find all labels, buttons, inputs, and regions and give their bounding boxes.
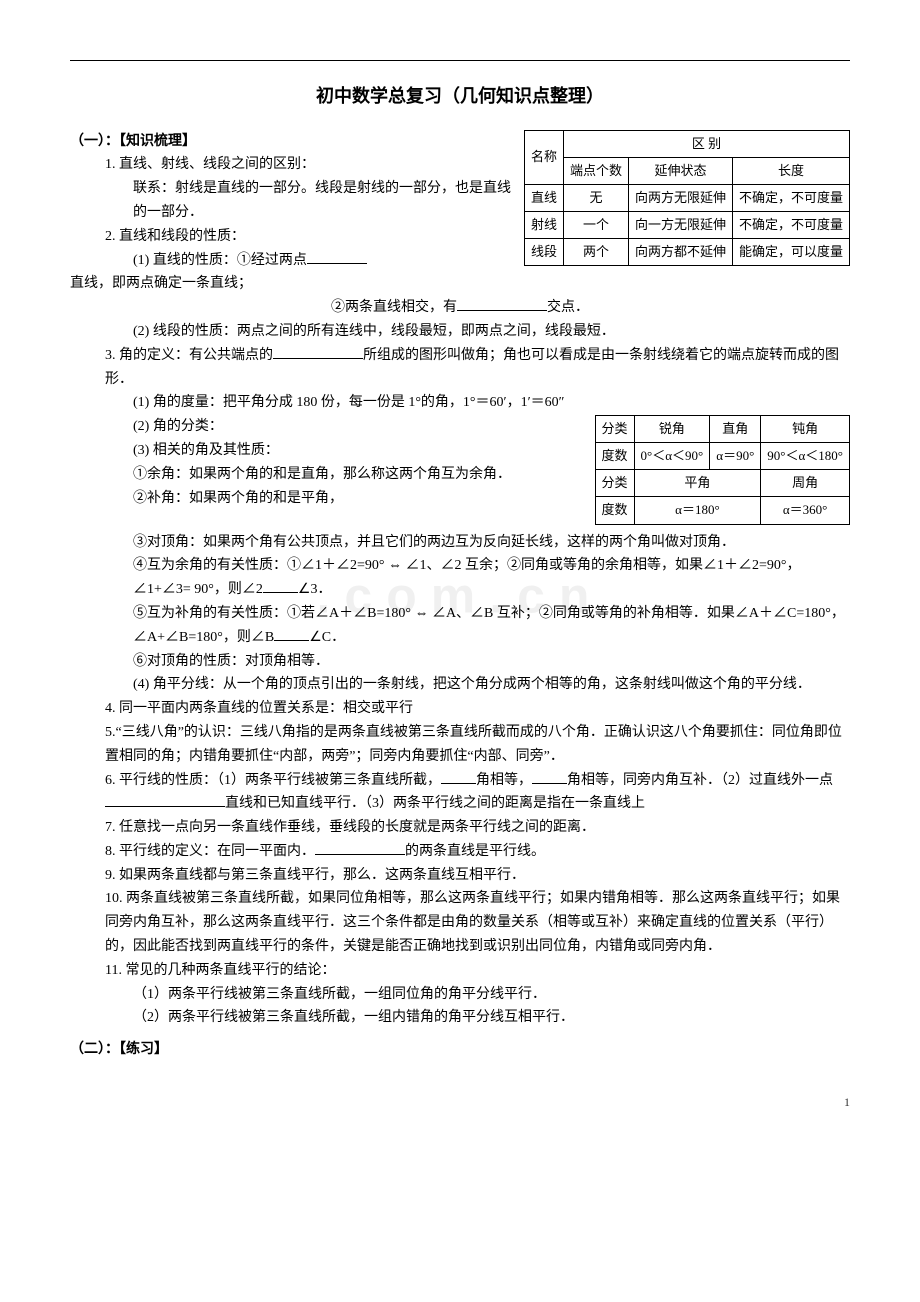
t1-h-diff: 区 别 <box>563 130 849 157</box>
blank-1[interactable] <box>307 249 367 264</box>
blank-6[interactable] <box>441 769 476 784</box>
line-4b: 直线，即两点确定一条直线； <box>70 272 850 296</box>
page-number: 1 <box>70 1092 850 1112</box>
line-22b: 的两条直线是平行线。 <box>405 844 545 859</box>
line-23: 9. 如果两条直线都与第三条直线平行，那么．这两条直线互相平行． <box>70 864 850 888</box>
t1-r1c3: 不确定，不可度量 <box>732 184 849 211</box>
line-16: ⑥对顶角的性质：对顶角相等． <box>70 650 850 674</box>
line-21: 7. 任意找一点向另一条直线作垂线，垂线段的长度就是两条平行线之间的距离． <box>70 816 850 840</box>
line-15a: ⑤互为补角的有关性质：①若∠A＋∠B=180° ⇔ ∠A、∠B 互补；②同角或等… <box>133 606 845 645</box>
line-8: (1) 角的度量：把平角分成 180 份，每一份是 1°的角，1°＝60′，1′… <box>70 391 850 415</box>
t2b-r0c0: 分类 <box>595 470 634 497</box>
section2-head: （二）：【练习】 <box>70 1038 850 1062</box>
line-20c: 角相等，同旁内角互补．（2）过直线外一点 <box>567 773 833 788</box>
t1-r1c0: 直线 <box>524 184 563 211</box>
line-15: ⑤互为补角的有关性质：①若∠A＋∠B=180° ⇔ ∠A、∠B 互补；②同角或等… <box>70 602 850 650</box>
blank-4[interactable] <box>263 578 298 593</box>
line-5a: ②两条直线相交，有 <box>331 300 457 315</box>
t1-r2c2: 向一方无限延伸 <box>628 211 732 238</box>
t2a-r1c3: 90°＜α＜180° <box>761 443 850 470</box>
blank-2[interactable] <box>457 296 547 311</box>
line-14b: ∠3． <box>298 582 332 597</box>
t2a-r0c0: 分类 <box>595 416 634 443</box>
t1-h-name: 名称 <box>524 130 563 184</box>
blank-3[interactable] <box>273 344 363 359</box>
line-25: 11. 常见的几种两条直线平行的结论： <box>70 959 850 983</box>
t1-r2c3: 不确定，不可度量 <box>732 211 849 238</box>
line-19: 5.“三线八角”的认识：三线八角指的是两条直线被第三条直线所截而成的八个角．正确… <box>70 721 850 769</box>
t1-r2c0: 射线 <box>524 211 563 238</box>
line-13: ③对顶角：如果两个角有公共顶点，并且它们的两边互为反向延长线，这样的两个角叫做对… <box>70 531 850 555</box>
line-27: （2）两条平行线被第三条直线所截，一组内错角的角平分线互相平行． <box>70 1006 850 1030</box>
t1-r3c1: 两个 <box>563 238 628 265</box>
line-26: （1）两条平行线被第三条直线所截，一组同位角的角平分线平行． <box>70 983 850 1007</box>
t1-h-ends: 端点个数 <box>563 157 628 184</box>
line-4a: (1) 直线的性质：①经过两点 <box>133 253 307 268</box>
t1-r3c2: 向两方都不延伸 <box>628 238 732 265</box>
table-angle-types: 分类 锐角 直角 钝角 度数 0°＜α＜90° α＝90° 90°＜α＜180°… <box>595 415 850 524</box>
t2b-r1c2: α＝360° <box>761 497 850 524</box>
t2b-r0c1: 平角 <box>634 470 761 497</box>
line-18: 4. 同一平面内两条直线的位置关系是：相交或平行 <box>70 697 850 721</box>
top-rule <box>70 60 850 61</box>
blank-7[interactable] <box>532 769 567 784</box>
t2a-r0c3: 钝角 <box>761 416 850 443</box>
t2b-r1c1: α＝180° <box>634 497 761 524</box>
t2b-r0c2: 周角 <box>761 470 850 497</box>
blank-8[interactable] <box>105 792 225 807</box>
line-15b: ∠C． <box>309 630 345 645</box>
line-5b: 交点． <box>547 300 589 315</box>
line-6: (2) 线段的性质：两点之间的所有连线中，线段最短，即两点之间，线段最短． <box>70 320 850 344</box>
t1-r2c1: 一个 <box>563 211 628 238</box>
page-title: 初中数学总复习（几何知识点整理） <box>70 81 850 112</box>
line-14: ④互为余角的有关性质：①∠1＋∠2=90° ⇔ ∠1、∠2 互余；②同角或等角的… <box>70 554 850 602</box>
t1-r3c3: 能确定，可以度量 <box>732 238 849 265</box>
t1-r3c0: 线段 <box>524 238 563 265</box>
t1-h-ext: 延伸状态 <box>628 157 732 184</box>
line-7a: 3. 角的定义：有公共端点的 <box>105 348 273 363</box>
line-17: (4) 角平分线：从一个角的顶点引出的一条射线，把这个角分成两个相等的角，这条射… <box>70 673 850 697</box>
t1-r1c1: 无 <box>563 184 628 211</box>
t1-r1c2: 向两方无限延伸 <box>628 184 732 211</box>
t2a-r0c1: 锐角 <box>634 416 710 443</box>
line-20b: 角相等， <box>476 773 532 788</box>
t2b-r1c0: 度数 <box>595 497 634 524</box>
line-22a: 8. 平行线的定义：在同一平面内． <box>105 844 315 859</box>
blank-9[interactable] <box>315 840 405 855</box>
line-7: 3. 角的定义：有公共端点的所组成的图形叫做角；角也可以看成是由一条射线绕着它的… <box>70 344 850 392</box>
line-14a: ④互为余角的有关性质：①∠1＋∠2=90° ⇔ ∠1、∠2 互余；②同角或等角的… <box>133 558 801 597</box>
t2a-r0c2: 直角 <box>710 416 761 443</box>
table-line-types: 名称 区 别 端点个数 延伸状态 长度 直线 无 向两方无限延伸 不确定，不可度… <box>524 130 850 266</box>
t2a-r1c1: 0°＜α＜90° <box>634 443 710 470</box>
t2a-r1c0: 度数 <box>595 443 634 470</box>
line-20d: 直线和已知直线平行．（3）两条平行线之间的距离是指在一条直线上 <box>225 796 645 811</box>
line-22: 8. 平行线的定义：在同一平面内． 的两条直线是平行线。 <box>70 840 850 864</box>
t1-h-len: 长度 <box>732 157 849 184</box>
line-20: 6. 平行线的性质：（1）两条平行线被第三条直线所截， 角相等， 角相等，同旁内角互… <box>70 769 850 817</box>
line-5: ②两条直线相交，有 交点． <box>70 296 850 320</box>
line-24: 10. 两条直线被第三条直线所截，如果同位角相等，那么这两条直线平行；如果内错角… <box>70 887 850 958</box>
blank-5[interactable] <box>274 626 309 641</box>
content-wrap: .com.cn 名称 区 别 端点个数 延伸状态 长度 直线 无 向两方无限延伸… <box>70 130 850 1062</box>
line-20a: 6. 平行线的性质：（1）两条平行线被第三条直线所截， <box>105 773 441 788</box>
t2a-r1c2: α＝90° <box>710 443 761 470</box>
